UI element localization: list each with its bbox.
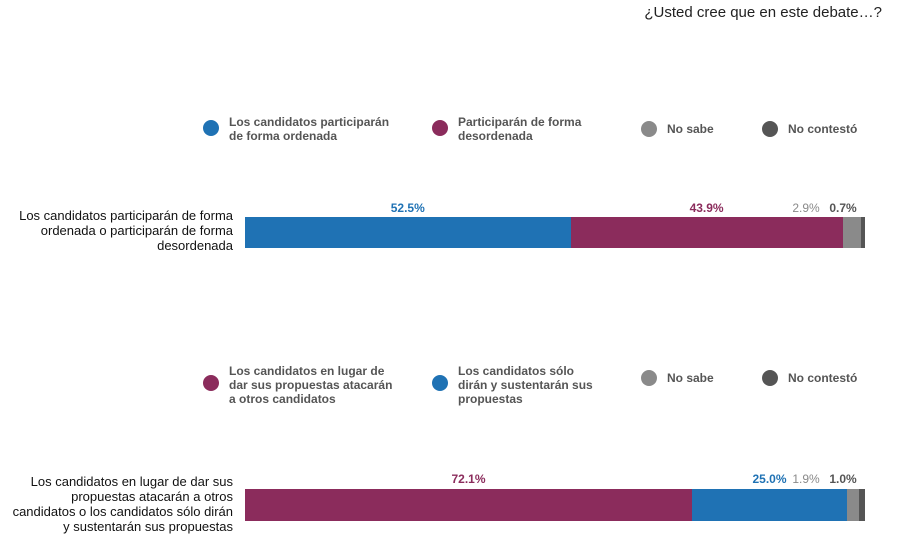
data-label: 72.1% bbox=[451, 472, 486, 486]
row-label: Los candidatos participarán de forma ord… bbox=[19, 208, 233, 253]
bar-segment bbox=[858, 489, 865, 521]
legend-label: Los candidatos en lugar de dar sus propu… bbox=[229, 364, 393, 406]
legend-dot-icon bbox=[641, 121, 657, 137]
stacked-bar bbox=[245, 489, 865, 521]
data-label: 1.9% bbox=[792, 472, 820, 486]
legend-item: No sabe bbox=[641, 121, 714, 137]
legend-item: No contestó bbox=[762, 121, 858, 137]
legend-item: No sabe bbox=[641, 370, 714, 386]
legend-dot-icon bbox=[641, 370, 657, 386]
bar-segment bbox=[860, 217, 865, 248]
data-label: 2.9% bbox=[792, 201, 820, 215]
row-label: Los candidatos en lugar de dar sus propu… bbox=[12, 474, 233, 534]
legend-label: No contestó bbox=[788, 371, 858, 385]
data-label: 0.7% bbox=[829, 201, 857, 215]
legend-dot-icon bbox=[203, 375, 219, 391]
legend-label: Participarán de forma desordenada bbox=[458, 115, 582, 143]
bar-segment bbox=[847, 489, 859, 521]
data-label: 1.0% bbox=[829, 472, 857, 486]
data-label: 25.0% bbox=[752, 472, 787, 486]
legend-item: Los candidatos en lugar de dar sus propu… bbox=[203, 364, 392, 406]
legend-item: No contestó bbox=[762, 370, 858, 386]
legend-label: Los candidatos sólo dirán y sustentarán … bbox=[458, 364, 593, 406]
legend-label: No sabe bbox=[667, 122, 714, 136]
legend-label: No sabe bbox=[667, 371, 714, 385]
legend-item: Los candidatos sólo dirán y sustentarán … bbox=[432, 364, 593, 406]
bar-segment bbox=[245, 217, 571, 248]
bar-segment bbox=[692, 489, 848, 521]
legend-dot-icon bbox=[432, 375, 448, 391]
legend-item: Los candidatos participarán de forma ord… bbox=[203, 115, 389, 143]
stacked-bar bbox=[245, 217, 865, 248]
bar-segment bbox=[570, 217, 843, 248]
data-label: 52.5% bbox=[390, 201, 425, 215]
data-label: 43.9% bbox=[689, 201, 724, 215]
legend-dot-icon bbox=[203, 120, 219, 136]
legend-item: Participarán de forma desordenada bbox=[432, 115, 581, 143]
chart-title: ¿Usted cree que en este debate…? bbox=[644, 4, 882, 21]
legend-label: No contestó bbox=[788, 122, 858, 136]
legend-label: Los candidatos participarán de forma ord… bbox=[229, 115, 390, 143]
bar-segment bbox=[245, 489, 693, 521]
bar-segment bbox=[842, 217, 861, 248]
legend-dot-icon bbox=[432, 120, 448, 136]
legend-dot-icon bbox=[762, 370, 778, 386]
legend-dot-icon bbox=[762, 121, 778, 137]
